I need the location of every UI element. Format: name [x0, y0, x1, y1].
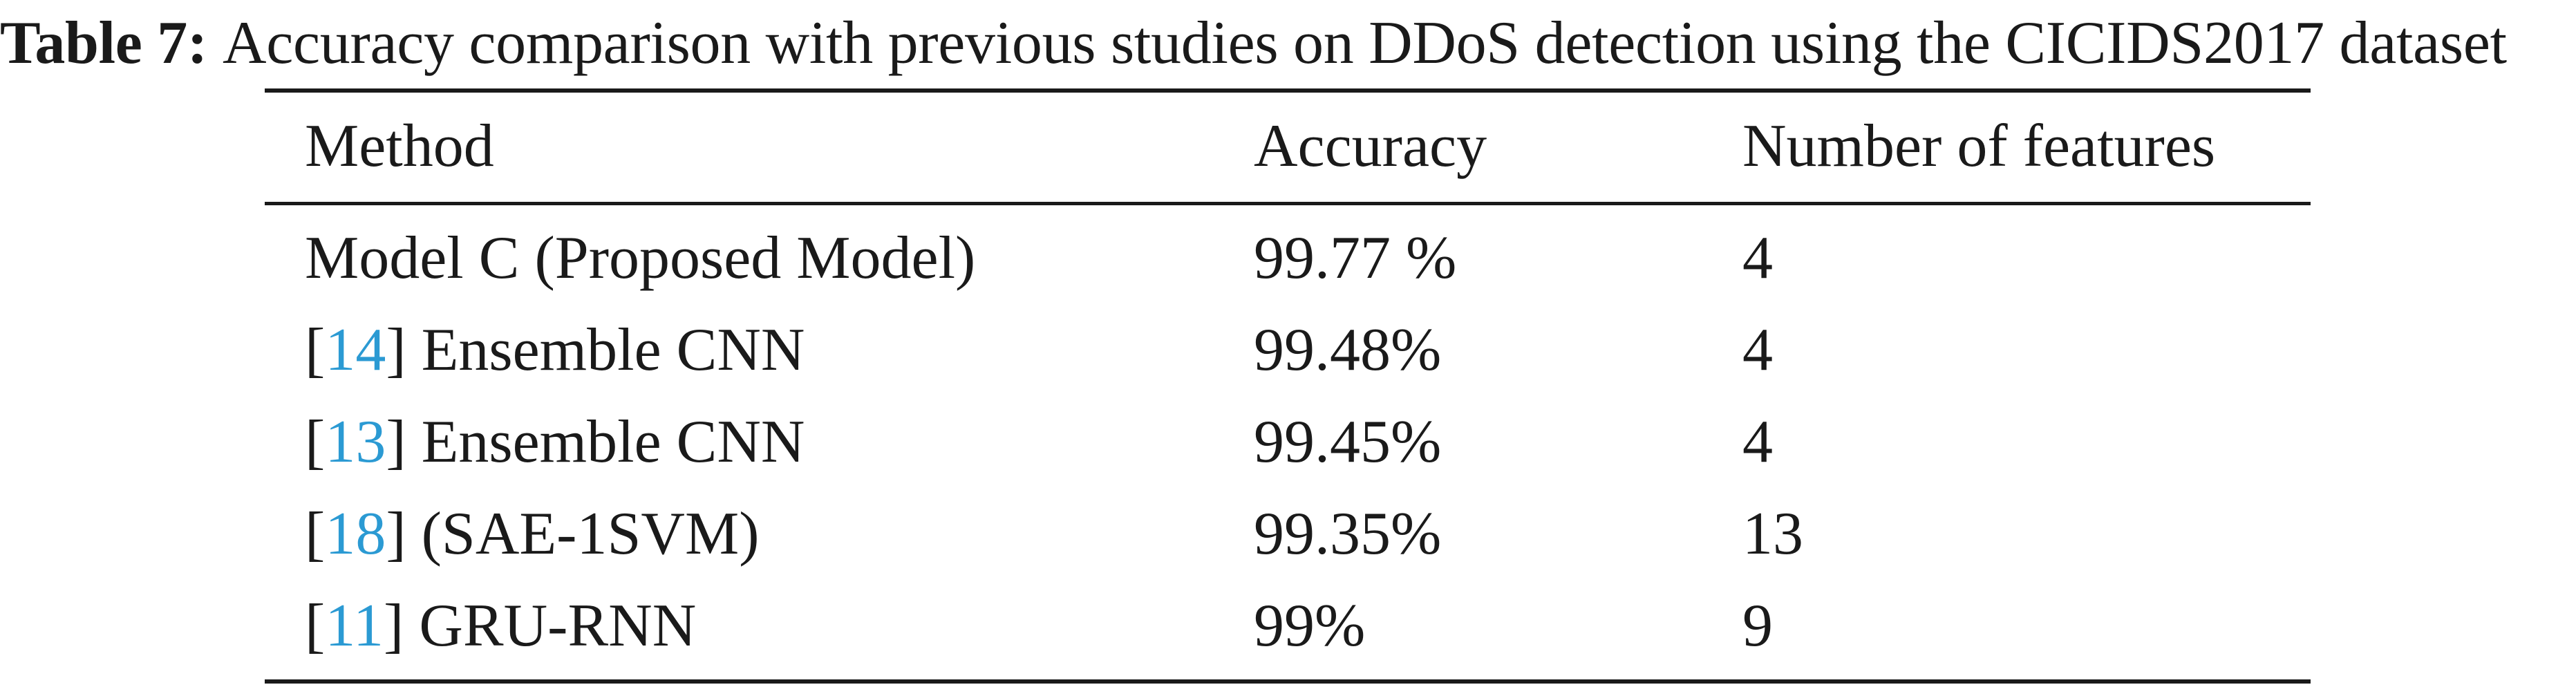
citation-link[interactable]: 11	[325, 592, 384, 659]
table-row-method: [11] GRU-RNN	[305, 592, 697, 659]
table-row-method: [18] (SAE-1SVM)	[305, 500, 760, 567]
table-row-features: 9	[1742, 592, 1773, 659]
table-row-features: 4	[1742, 317, 1773, 384]
caption-text: Accuracy comparison with previous studie…	[222, 10, 2507, 77]
header-accuracy: Accuracy	[1254, 113, 1487, 180]
table-header-rule	[265, 202, 2311, 205]
table-caption: Table 7: Accuracy comparison with previou…	[0, 6, 2576, 82]
table-row-accuracy: 99.45%	[1254, 408, 1442, 476]
citation-link[interactable]: 13	[325, 408, 386, 476]
table-row-method: [13] Ensemble CNN	[305, 408, 805, 476]
table-row-accuracy: 99.48%	[1254, 317, 1442, 384]
header-features: Number of features	[1742, 113, 2216, 180]
method-name: Ensemble CNN	[421, 317, 805, 384]
table-row-accuracy: 99%	[1254, 592, 1366, 659]
table-row-method: Model C (Proposed Model)	[305, 224, 975, 293]
table-bottom-rule	[265, 679, 2311, 684]
table-top-rule	[265, 88, 2311, 93]
method-name: Ensemble CNN	[421, 408, 805, 476]
table-row-accuracy: 99.77 %	[1254, 225, 1457, 292]
table-row-accuracy: 99.35%	[1254, 500, 1442, 567]
citation-link[interactable]: 18	[325, 500, 386, 567]
table-row-features: 4	[1742, 408, 1773, 476]
header-method: Method	[305, 113, 494, 180]
method-name: (SAE-1SVM)	[421, 500, 760, 567]
method-name: Model C (Proposed Model)	[305, 225, 976, 292]
citation-link[interactable]: 14	[325, 317, 386, 384]
table-row-features: 13	[1742, 500, 1803, 567]
table-row-method: [14] Ensemble CNN	[305, 317, 805, 384]
method-name: GRU-RNN	[419, 592, 697, 659]
caption-label: Table 7:	[0, 10, 207, 77]
table-row-features: 4	[1742, 225, 1773, 292]
